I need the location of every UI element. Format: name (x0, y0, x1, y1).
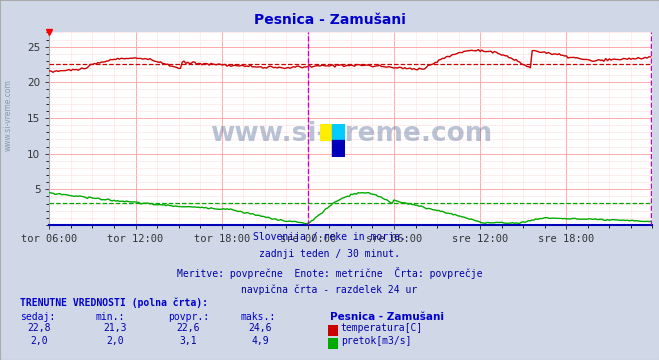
Text: 4,9: 4,9 (252, 336, 269, 346)
Text: navpična črta - razdelek 24 ur: navpična črta - razdelek 24 ur (241, 284, 418, 294)
Text: 3,1: 3,1 (179, 336, 196, 346)
Text: min.:: min.: (96, 312, 125, 322)
Text: 24,6: 24,6 (248, 323, 272, 333)
Bar (332, 140, 345, 157)
Text: Pesnica - Zamušani: Pesnica - Zamušani (254, 13, 405, 27)
Bar (332, 124, 345, 140)
Text: maks.:: maks.: (241, 312, 275, 322)
Text: Meritve: povprečne  Enote: metrične  Črta: povprečje: Meritve: povprečne Enote: metrične Črta:… (177, 267, 482, 279)
Text: zadnji teden / 30 minut.: zadnji teden / 30 minut. (259, 249, 400, 260)
Text: Slovenija / reke in morje.: Slovenija / reke in morje. (253, 232, 406, 242)
Text: 21,3: 21,3 (103, 323, 127, 333)
Text: pretok[m3/s]: pretok[m3/s] (341, 336, 411, 346)
Text: 22,8: 22,8 (28, 323, 51, 333)
Text: www.si-vreme.com: www.si-vreme.com (210, 121, 492, 148)
Bar (320, 124, 332, 140)
Text: 22,6: 22,6 (176, 323, 200, 333)
Text: Pesnica - Zamušani: Pesnica - Zamušani (330, 312, 444, 322)
Text: temperatura[C]: temperatura[C] (341, 323, 423, 333)
Text: povpr.:: povpr.: (168, 312, 209, 322)
Text: www.si-vreme.com: www.si-vreme.com (3, 79, 13, 151)
Text: 2,0: 2,0 (107, 336, 124, 346)
Text: TRENUTNE VREDNOSTI (polna črta):: TRENUTNE VREDNOSTI (polna črta): (20, 297, 208, 307)
Text: sedaj:: sedaj: (20, 312, 55, 322)
Text: 2,0: 2,0 (31, 336, 48, 346)
